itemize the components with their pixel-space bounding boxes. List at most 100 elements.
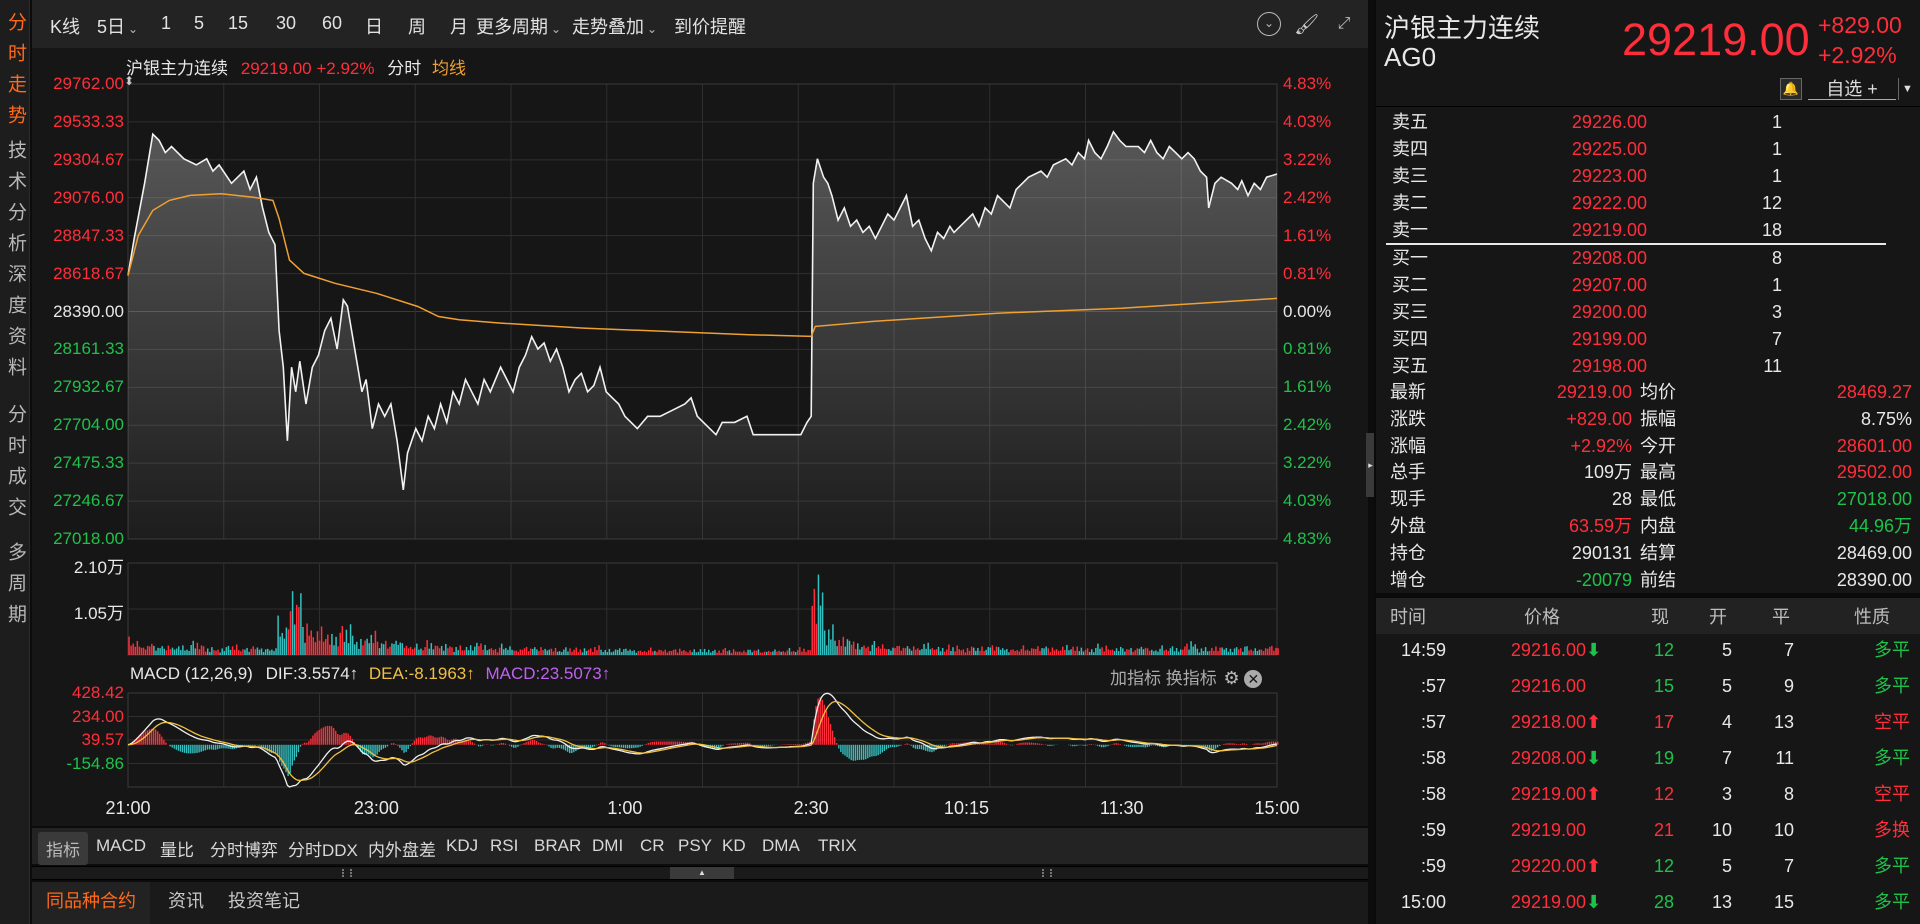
ask-row[interactable]: 卖四 29225.00 1: [1376, 136, 1920, 162]
macd-bar: [1074, 744, 1076, 747]
ask-row[interactable]: 卖三 29223.00 1: [1376, 163, 1920, 189]
bottom-tab-1[interactable]: 资讯: [168, 891, 204, 911]
volume-bar: [198, 649, 201, 655]
stat-label: 均价: [1640, 382, 1676, 402]
volume-bar: [134, 646, 137, 655]
fullscreen-icon[interactable]: ⤢: [1337, 15, 1351, 32]
trade-column-header[interactable]: 开: [1709, 607, 1727, 627]
level-qty: 1: [1771, 139, 1782, 159]
period-12[interactable]: 到价提醒: [674, 13, 746, 39]
macd-bar: [871, 744, 873, 757]
trade-column-header[interactable]: 现: [1651, 607, 1669, 627]
period-11[interactable]: 走势叠加 ⌄: [572, 13, 657, 39]
indicator-tab-dma[interactable]: DMA: [762, 836, 800, 855]
drag-handle-icon[interactable]: [1042, 869, 1052, 877]
add-watchlist-button[interactable]: 自选 +: [1808, 78, 1896, 100]
brush-icon[interactable]: 🖌: [1294, 14, 1320, 36]
volume-bar: [923, 643, 925, 655]
period-7[interactable]: 日: [365, 13, 383, 39]
period-8[interactable]: 周: [408, 13, 426, 39]
macd-bar: [264, 744, 267, 750]
left-tab-2[interactable]: 深度资料: [0, 264, 30, 394]
volume-bar: [387, 648, 389, 655]
indicator-tab-内外盘差[interactable]: 内外盘差: [368, 841, 436, 860]
bid-row[interactable]: 买三 29200.00 3: [1376, 299, 1920, 325]
level-label: 买四: [1392, 329, 1428, 349]
indicator-tab-量比[interactable]: 量比: [160, 841, 194, 860]
volume-bar: [1248, 650, 1250, 655]
trade-type: 多平: [1874, 676, 1910, 696]
trade-column-header[interactable]: 性质: [1854, 607, 1890, 627]
indicator-tab-分时博弈[interactable]: 分时博弈: [210, 841, 278, 860]
bid-row[interactable]: 买四 29199.00 7: [1376, 326, 1920, 352]
gear-icon[interactable]: ⚙: [1223, 668, 1240, 688]
indicator-tab-cr[interactable]: CR: [640, 836, 665, 855]
bid-row[interactable]: 买二 29207.00 1: [1376, 272, 1920, 298]
period-10[interactable]: 更多周期 ⌄: [476, 13, 561, 39]
volume-bar: [182, 645, 184, 655]
ask-row[interactable]: 卖五 29226.00 1: [1376, 109, 1920, 135]
period-2[interactable]: 1: [161, 13, 171, 34]
chevron-circle-icon[interactable]: ⌄: [1257, 12, 1281, 36]
drag-handle-icon[interactable]: [342, 869, 352, 877]
indicator-tab-psy[interactable]: PSY: [678, 836, 713, 855]
volume-bar: [1246, 646, 1248, 655]
price-change: +829.00: [1818, 12, 1902, 38]
volume-bar: [364, 640, 366, 655]
left-tab-1[interactable]: 技术分析: [0, 140, 30, 270]
volume-bar: [832, 624, 834, 655]
left-tab-3[interactable]: 分时成交: [0, 404, 30, 534]
resize-axis-icon[interactable]: ⬍: [124, 74, 135, 88]
bid-row[interactable]: 买一 29208.00 8: [1376, 245, 1920, 271]
bell-icon[interactable]: 🔔: [1780, 78, 1802, 100]
macd-bar: [1038, 743, 1041, 745]
indicator-tab-kdj[interactable]: KDJ: [446, 836, 479, 855]
indicator-tab-brar[interactable]: BRAR: [534, 836, 582, 855]
chevron-down-icon[interactable]: ▼: [1898, 78, 1916, 100]
ask-row[interactable]: 卖一 29219.00 18: [1376, 217, 1920, 243]
period-4[interactable]: 15: [228, 13, 248, 34]
indicator-tab-dmi[interactable]: DMI: [592, 836, 624, 855]
stat-value: 28469.00: [1836, 542, 1912, 563]
switch-indicator-button[interactable]: 换指标: [1165, 669, 1217, 688]
avg-line-label[interactable]: 均线: [431, 59, 466, 78]
trade-column-header[interactable]: 平: [1772, 607, 1790, 627]
period-9[interactable]: 月: [450, 13, 468, 39]
volume-bar: [952, 647, 954, 655]
trade-column-header[interactable]: 价格: [1524, 607, 1560, 627]
collapse-panel-icon[interactable]: ▸: [1366, 433, 1375, 497]
bottom-tab-2[interactable]: 投资笔记: [228, 891, 300, 911]
macd-bar: [1053, 744, 1055, 746]
period-1[interactable]: 5日 ⌄: [97, 13, 138, 39]
left-tab-4[interactable]: 多周期: [0, 542, 30, 641]
volume-bar: [1173, 651, 1176, 655]
indicator-tab-macd[interactable]: MACD: [96, 836, 147, 855]
price-tick-label: 28618.67: [53, 263, 124, 283]
pct-tick-label: 2.42%: [1283, 187, 1332, 207]
period-5[interactable]: 30: [276, 13, 296, 34]
bid-row[interactable]: 买五 29198.00 11: [1376, 353, 1920, 379]
period-6[interactable]: 60: [322, 13, 342, 34]
volume-bar: [211, 647, 213, 655]
indicator-tab-分时ddx[interactable]: 分时DDX: [288, 841, 358, 860]
bottom-tab-0[interactable]: 同品种合约: [32, 882, 150, 924]
level-label: 买五: [1392, 356, 1428, 376]
indicator-tab-kd[interactable]: KD: [722, 836, 746, 855]
volume-bar: [1144, 647, 1147, 655]
volume-bar: [960, 650, 963, 655]
expand-arrow-icon[interactable]: ▲: [670, 867, 734, 879]
close-icon[interactable]: ✕: [1244, 670, 1263, 688]
indicator-tab-trix[interactable]: TRIX: [818, 836, 857, 855]
period-0[interactable]: K线: [50, 13, 80, 39]
volume-bar: [565, 647, 567, 655]
period-3[interactable]: 5: [194, 13, 204, 34]
left-tab-0[interactable]: 分时走势: [0, 12, 30, 142]
ask-row[interactable]: 卖二 29222.00 12: [1376, 190, 1920, 216]
panel-splitter[interactable]: ▲: [32, 866, 1368, 880]
indicator-tab-rsi[interactable]: RSI: [490, 836, 519, 855]
add-indicator-button[interactable]: 加指标: [1110, 669, 1161, 688]
trade-column-header[interactable]: 时间: [1390, 607, 1426, 627]
indicator-menu-button[interactable]: 指标: [38, 832, 88, 865]
trade-open: 4: [1721, 712, 1732, 732]
